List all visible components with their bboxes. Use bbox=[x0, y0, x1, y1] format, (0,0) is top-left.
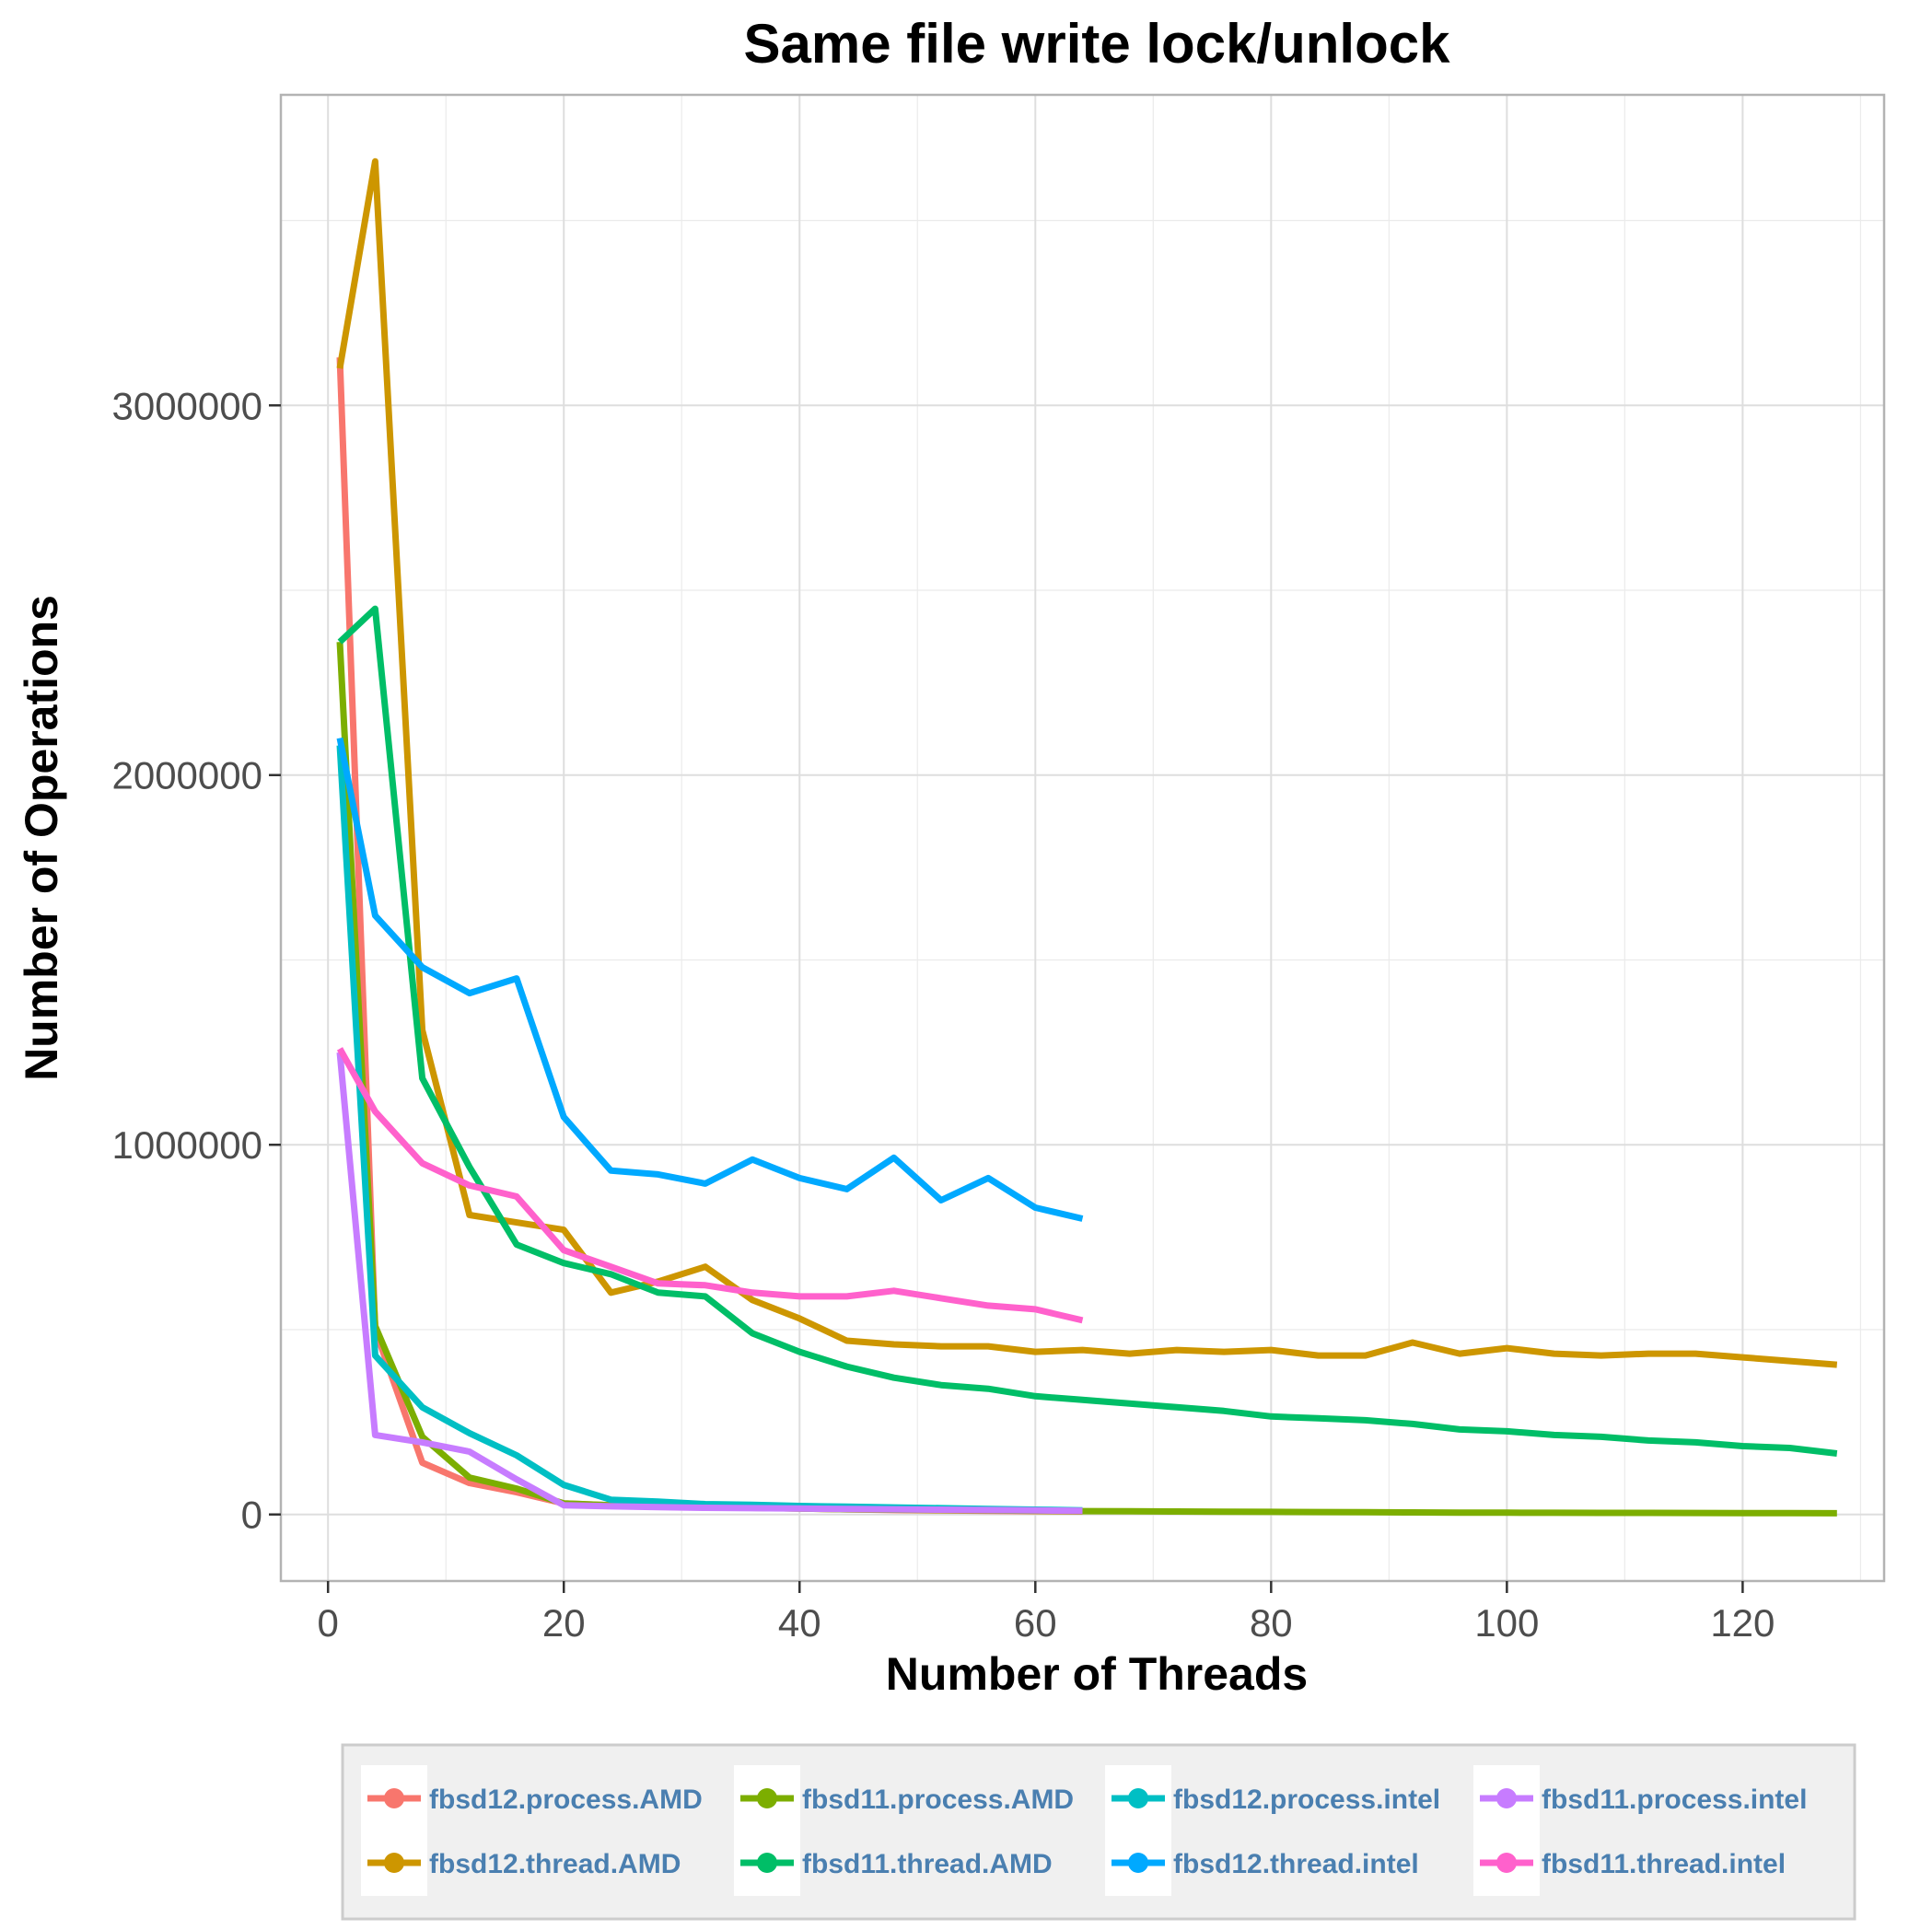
plot-background bbox=[281, 95, 1884, 1581]
legend-item-fbsd12-process-AMD: fbsd12.process.AMD bbox=[361, 1765, 703, 1831]
y-tick-label: 2000000 bbox=[111, 754, 262, 797]
legend-label: fbsd11.thread.AMD bbox=[802, 1849, 1053, 1879]
series-layer bbox=[336, 157, 1838, 1517]
legend-label: fbsd11.process.AMD bbox=[802, 1785, 1074, 1815]
x-tick-label: 20 bbox=[542, 1601, 586, 1645]
legend: fbsd12.process.AMD fbsd11.process.AMD fbsd… bbox=[341, 1743, 1856, 1921]
x-tick-label: 80 bbox=[1250, 1601, 1293, 1645]
y-axis: 0 1000000 2000000 3000000 bbox=[111, 384, 281, 1537]
legend-key-point bbox=[1496, 1788, 1517, 1808]
x-axis-title: Number of Threads bbox=[886, 1648, 1308, 1700]
x-tick-label: 120 bbox=[1710, 1601, 1775, 1645]
series-line-fbsd11-thread-AMD bbox=[337, 605, 1838, 1457]
y-axis-title: Number of Operations bbox=[16, 595, 67, 1081]
legend-label: fbsd12.process.intel bbox=[1173, 1785, 1440, 1815]
legend-box bbox=[341, 1743, 1856, 1921]
legend-item-fbsd12-process-intel: fbsd12.process.intel bbox=[1105, 1765, 1440, 1831]
y-tick-label: 3000000 bbox=[111, 384, 262, 427]
legend-key-point bbox=[1128, 1788, 1148, 1808]
legend-item-fbsd11-process-intel: fbsd11.process.intel bbox=[1473, 1765, 1807, 1831]
legend-key-point bbox=[384, 1788, 404, 1808]
x-tick-label: 40 bbox=[778, 1601, 821, 1645]
chart-title: Same file write lock/unlock bbox=[744, 13, 1451, 75]
x-tick-label: 100 bbox=[1474, 1601, 1539, 1645]
x-tick-label: 0 bbox=[318, 1601, 339, 1645]
legend-item-fbsd11-process-AMD: fbsd11.process.AMD bbox=[734, 1765, 1074, 1831]
legend-key-point bbox=[1496, 1853, 1517, 1873]
legend-label: fbsd12.process.AMD bbox=[429, 1785, 703, 1815]
legend-item-fbsd12-thread-AMD: fbsd12.thread.AMD bbox=[361, 1830, 681, 1896]
legend-item-fbsd11-thread-intel: fbsd11.thread.intel bbox=[1473, 1830, 1786, 1896]
series-line-fbsd12-thread-AMD bbox=[336, 157, 1838, 1368]
legend-item-fbsd11-thread-AMD: fbsd11.thread.AMD bbox=[734, 1830, 1053, 1896]
legend-label: fbsd12.thread.intel bbox=[1173, 1849, 1419, 1879]
legend-key-point bbox=[1128, 1853, 1148, 1873]
x-tick-label: 60 bbox=[1014, 1601, 1057, 1645]
legend-label: fbsd12.thread.AMD bbox=[429, 1849, 681, 1879]
legend-key-point bbox=[757, 1788, 777, 1808]
x-axis: 0 20 40 60 80 100 120 bbox=[318, 1581, 1775, 1645]
y-tick-label: 1000000 bbox=[111, 1123, 262, 1167]
series-line-fbsd12-thread-intel bbox=[336, 737, 1084, 1222]
series-line-fbsd11-thread-intel bbox=[336, 1047, 1084, 1324]
series-line-fbsd11-process-intel bbox=[336, 1052, 1083, 1515]
plot-border bbox=[279, 93, 1886, 1583]
legend-label: fbsd11.thread.intel bbox=[1542, 1849, 1786, 1879]
legend-label: fbsd11.process.intel bbox=[1542, 1785, 1807, 1815]
y-tick-label: 0 bbox=[241, 1494, 262, 1537]
legend-key-point bbox=[384, 1853, 404, 1873]
grid bbox=[281, 95, 1884, 1581]
legend-item-fbsd12-thread-intel: fbsd12.thread.intel bbox=[1105, 1830, 1419, 1896]
legend-key-point bbox=[757, 1853, 777, 1873]
